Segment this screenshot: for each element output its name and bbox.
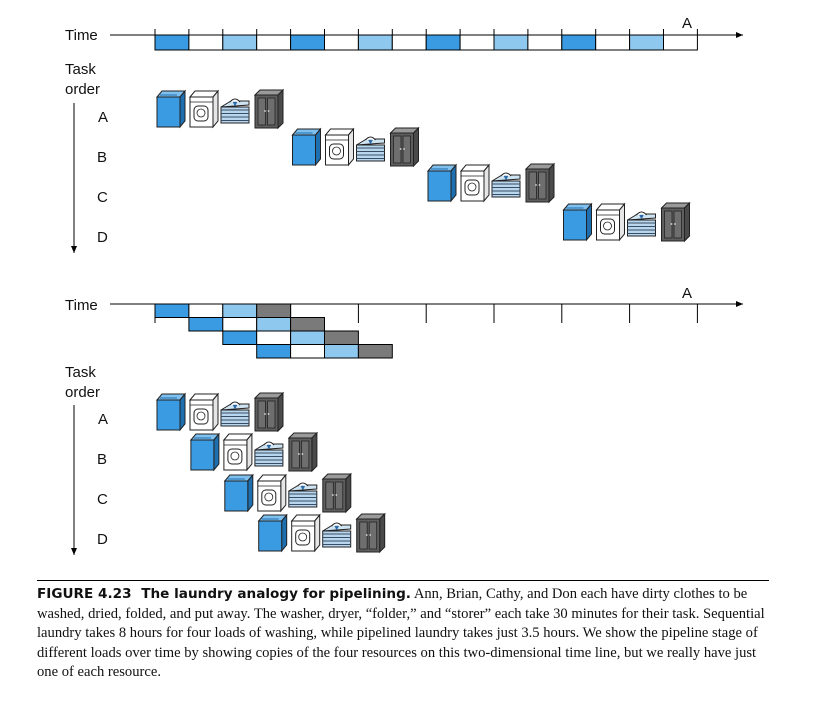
task-resource-row	[155, 88, 285, 130]
caption-text: Ann, Brian, Cathy, and Don each have dir…	[37, 586, 765, 680]
stage-bar	[290, 344, 326, 359]
folded-clothes-icon	[254, 441, 284, 467]
washer-icon	[155, 89, 187, 129]
stage-bar	[290, 317, 326, 332]
folded-clothes-icon	[322, 522, 352, 548]
dryer-icon	[595, 202, 626, 242]
dryer-icon	[459, 163, 491, 203]
storage-cabinet-icon	[253, 391, 285, 433]
time-marker-a: A	[682, 15, 692, 32]
time-slot	[493, 34, 529, 51]
time-slot	[391, 34, 427, 51]
time-slot	[425, 34, 461, 51]
dryer-icon	[188, 89, 220, 129]
task-resource-row	[257, 512, 386, 554]
task-resource-row	[426, 162, 556, 204]
washer-icon	[155, 392, 187, 432]
stage-bar	[256, 317, 292, 332]
time-slot	[188, 34, 224, 51]
folded-clothes-icon	[491, 172, 521, 198]
stage-bar	[357, 344, 393, 359]
time-label: Time	[65, 27, 98, 44]
time-slot	[324, 34, 359, 51]
time-slot	[561, 34, 597, 51]
stage-bar	[290, 330, 326, 345]
dryer-icon	[324, 127, 355, 167]
folded-clothes-icon	[220, 98, 250, 124]
time-slot	[595, 34, 631, 51]
storage-cabinet-icon	[287, 431, 319, 473]
task-label-c: C	[97, 491, 108, 508]
time-slot	[222, 34, 258, 51]
dryer-icon	[188, 392, 220, 432]
task-order-label-line1: Task	[65, 364, 96, 381]
stage-bar	[188, 303, 224, 318]
figure-title: The laundry analogy for pipelining.	[141, 586, 411, 602]
figure-number: FIGURE 4.23	[37, 586, 132, 602]
figure-caption: FIGURE 4.23 The laundry analogy for pipe…	[37, 580, 769, 683]
laundry-pipeline-diagram: Time A Task order A B C D Time A Task or…	[65, 15, 743, 555]
pipelined-stage-bars	[154, 303, 393, 359]
washer-icon	[426, 163, 458, 203]
task-resource-row	[562, 201, 691, 243]
time-label: Time	[65, 297, 98, 314]
task-label-d: D	[97, 531, 108, 548]
stage-bar	[222, 317, 258, 332]
washer-icon	[562, 202, 593, 242]
time-slot	[663, 34, 698, 51]
task-label-b: B	[97, 451, 107, 468]
storage-cabinet-icon	[253, 88, 285, 130]
storage-cabinet-icon	[321, 472, 353, 514]
time-slot	[629, 34, 664, 51]
task-resource-row	[291, 126, 420, 168]
washer-icon	[189, 432, 220, 472]
time-slot	[357, 34, 393, 51]
task-label-a: A	[98, 411, 108, 428]
washer-icon	[291, 127, 322, 167]
washer-icon	[257, 513, 288, 553]
stage-bar	[256, 330, 292, 345]
time-slot	[290, 34, 326, 51]
stage-bar	[154, 303, 190, 318]
dryer-icon	[222, 432, 253, 472]
task-label-d: D	[97, 229, 108, 246]
task-resource-row	[155, 391, 285, 433]
stage-bar	[222, 330, 258, 345]
task-order-label-line2: order	[65, 81, 100, 98]
stage-bar	[222, 303, 258, 318]
dryer-icon	[290, 513, 321, 553]
pipelined-resource-icons	[155, 391, 386, 554]
time-slot	[154, 34, 190, 51]
storage-cabinet-icon	[524, 162, 556, 204]
time-marker-a: A	[682, 285, 692, 302]
stage-bar	[324, 330, 359, 345]
stage-bar	[256, 303, 292, 318]
folded-clothes-icon	[220, 401, 250, 427]
storage-cabinet-icon	[355, 512, 386, 554]
sequential-resource-icons	[155, 88, 691, 243]
task-order-label-line2: order	[65, 384, 100, 401]
time-slot	[527, 34, 563, 51]
time-slot	[256, 34, 292, 51]
sequential-panel: Time A Task order A B C D	[65, 15, 743, 253]
storage-cabinet-icon	[389, 126, 420, 168]
storage-cabinet-icon	[660, 201, 691, 243]
stage-bar	[256, 344, 292, 359]
folded-clothes-icon	[288, 482, 318, 508]
folded-clothes-icon	[627, 211, 656, 237]
task-resource-row	[189, 431, 319, 473]
task-label-a: A	[98, 109, 108, 126]
task-order-label-line1: Task	[65, 61, 96, 78]
time-slot	[459, 34, 495, 51]
stage-bar	[188, 317, 224, 332]
pipelined-panel: Time A Task order A B C D	[65, 285, 743, 555]
dryer-icon	[256, 473, 287, 513]
task-label-b: B	[97, 149, 107, 166]
sequential-time-strip	[154, 29, 698, 51]
task-label-c: C	[97, 189, 108, 206]
washer-icon	[223, 473, 254, 513]
task-resource-row	[223, 472, 353, 514]
folded-clothes-icon	[356, 136, 385, 162]
stage-bar	[324, 344, 359, 359]
